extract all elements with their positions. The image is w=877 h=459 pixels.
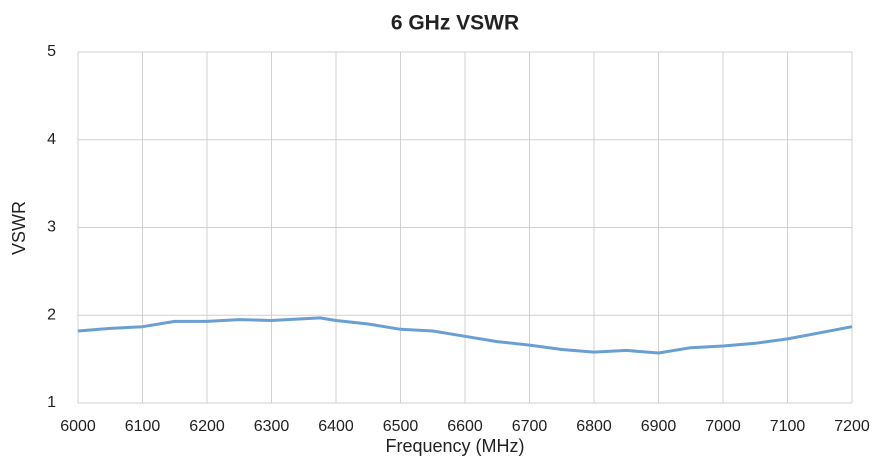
- y-tick-label: 5: [47, 43, 56, 60]
- x-tick-label: 6700: [512, 418, 548, 435]
- x-tick-label: 7200: [834, 418, 870, 435]
- x-tick-label: 6100: [125, 418, 161, 435]
- y-axis-label: VSWR: [9, 201, 29, 255]
- x-axis-label: Frequency (MHz): [385, 436, 524, 456]
- x-tick-label: 6600: [447, 418, 483, 435]
- y-tick-label: 1: [47, 394, 56, 411]
- x-tick-label: 6200: [189, 418, 225, 435]
- chart-title: 6 GHz VSWR: [391, 12, 519, 35]
- y-tick-label: 4: [47, 131, 56, 148]
- x-tick-label: 6800: [576, 418, 612, 435]
- x-tick-label: 7000: [705, 418, 741, 435]
- y-tick-label: 2: [47, 306, 56, 323]
- x-tick-label: 6400: [318, 418, 354, 435]
- x-tick-label: 6500: [383, 418, 419, 435]
- y-tick-label: 3: [47, 219, 56, 236]
- x-tick-label: 6900: [641, 418, 677, 435]
- data-line: [77, 316, 853, 355]
- x-tick-label: 7100: [770, 418, 806, 435]
- x-tick-label: 6300: [254, 418, 290, 435]
- x-tick-label: 6000: [60, 418, 96, 435]
